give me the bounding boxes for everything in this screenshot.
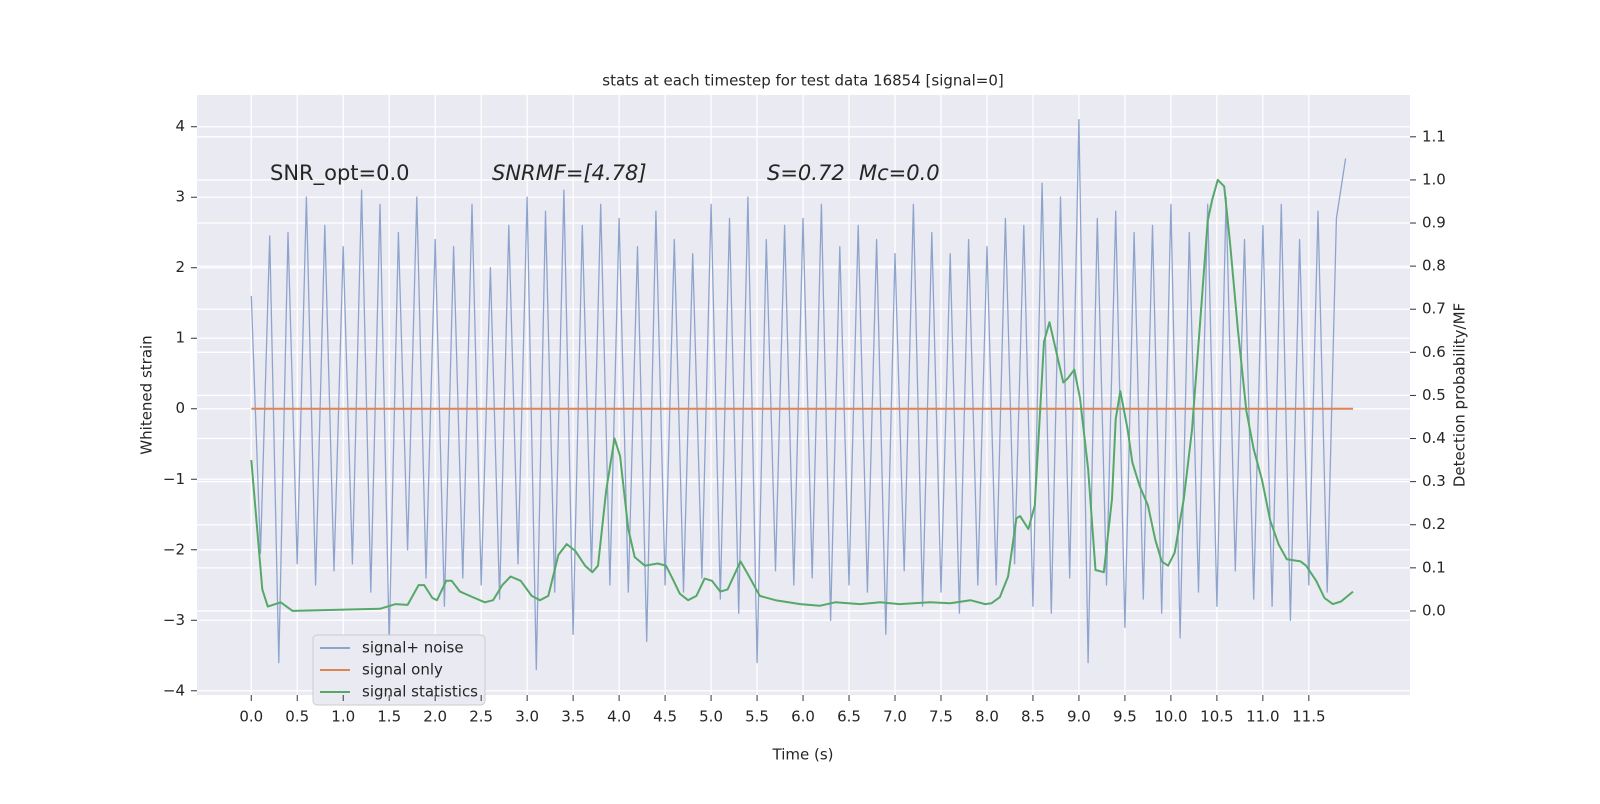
x-axis-label: Time (s) — [772, 746, 834, 764]
y-axis-label: Whitened strain — [138, 335, 156, 454]
y2-tick-label: 0.5 — [1422, 386, 1446, 404]
x-tick-label: 11.0 — [1246, 708, 1279, 726]
y2-tick-label: 0.9 — [1422, 214, 1446, 232]
y2-tick-label: 1.1 — [1422, 127, 1446, 145]
chart-title: stats at each timestep for test data 168… — [602, 72, 1003, 90]
annotation: Mc=0.0 — [859, 161, 940, 185]
series-line — [250, 178, 1354, 612]
y2-tick-label: 0.1 — [1422, 558, 1446, 576]
y-tick-label: 3 — [175, 188, 185, 206]
y2-tick-label: 0.2 — [1422, 515, 1446, 533]
x-tick-label: 10.0 — [1154, 708, 1187, 726]
x-tick-label: 3.5 — [561, 708, 585, 726]
x-tick-label: 0.0 — [239, 708, 263, 726]
x-tick-label: 5.5 — [745, 708, 769, 726]
x-tick-label: 4.5 — [653, 708, 677, 726]
series-line — [250, 119, 1347, 671]
legend-label: signal+ noise — [362, 639, 464, 657]
x-tick-label: 1.5 — [377, 708, 401, 726]
y-tick-label: 2 — [175, 258, 185, 276]
annotation: SNR_opt=0.0 — [270, 161, 410, 186]
x-tick-label: 2.5 — [469, 708, 493, 726]
x-tick-label: 7.5 — [929, 708, 953, 726]
y-tick-label: 1 — [175, 329, 185, 347]
x-tick-label: 8.0 — [975, 708, 999, 726]
series — [250, 119, 1354, 671]
x-tick-label: 1.0 — [331, 708, 355, 726]
x-tick-label: 9.5 — [1113, 708, 1137, 726]
legend-box — [312, 634, 486, 706]
x-tick-label: 3.0 — [515, 708, 539, 726]
y-tick-label: −2 — [163, 540, 185, 558]
annotation: S=0.72 — [767, 161, 845, 185]
x-tick-label: 4.0 — [607, 708, 631, 726]
x-tick-label: 0.5 — [285, 708, 309, 726]
legend-label: signal statistics — [362, 683, 478, 701]
y2-tick-label: 0.6 — [1422, 343, 1446, 361]
x-tick-label: 9.0 — [1067, 708, 1091, 726]
x-tick-label: 6.0 — [791, 708, 815, 726]
grid — [197, 95, 1410, 695]
annotation: SNRMF=[4.78] — [492, 161, 647, 185]
legend: signal+ noise signal only signal statistic… — [312, 634, 486, 706]
y-tick-label: −3 — [163, 611, 185, 629]
x-tick-label: 6.5 — [837, 708, 861, 726]
x-tick-label: 5.0 — [699, 708, 723, 726]
y2-tick-label: 1.0 — [1422, 170, 1446, 188]
y-tick-label: 0 — [175, 399, 185, 417]
y-tick-label: −4 — [163, 681, 185, 699]
y2-tick-label: 0.3 — [1422, 472, 1446, 490]
x-tick-label: 7.0 — [883, 708, 907, 726]
x-tick-label: 8.5 — [1021, 708, 1045, 726]
x-tick-label: 2.0 — [423, 708, 447, 726]
x-tick-label: 11.5 — [1292, 708, 1325, 726]
y2-axis-label: Detection probability/MF — [1451, 303, 1469, 487]
x-tick-label: 10.5 — [1200, 708, 1233, 726]
y2-tick-label: 0.7 — [1422, 300, 1446, 318]
y-tick-label: 4 — [175, 117, 185, 135]
y2-tick-label: 0.8 — [1422, 257, 1446, 275]
y-tick-label: −1 — [163, 470, 185, 488]
y2-tick-label: 0.4 — [1422, 429, 1446, 447]
y2-tick-label: 0.0 — [1422, 601, 1446, 619]
legend-label: signal only — [362, 661, 443, 679]
